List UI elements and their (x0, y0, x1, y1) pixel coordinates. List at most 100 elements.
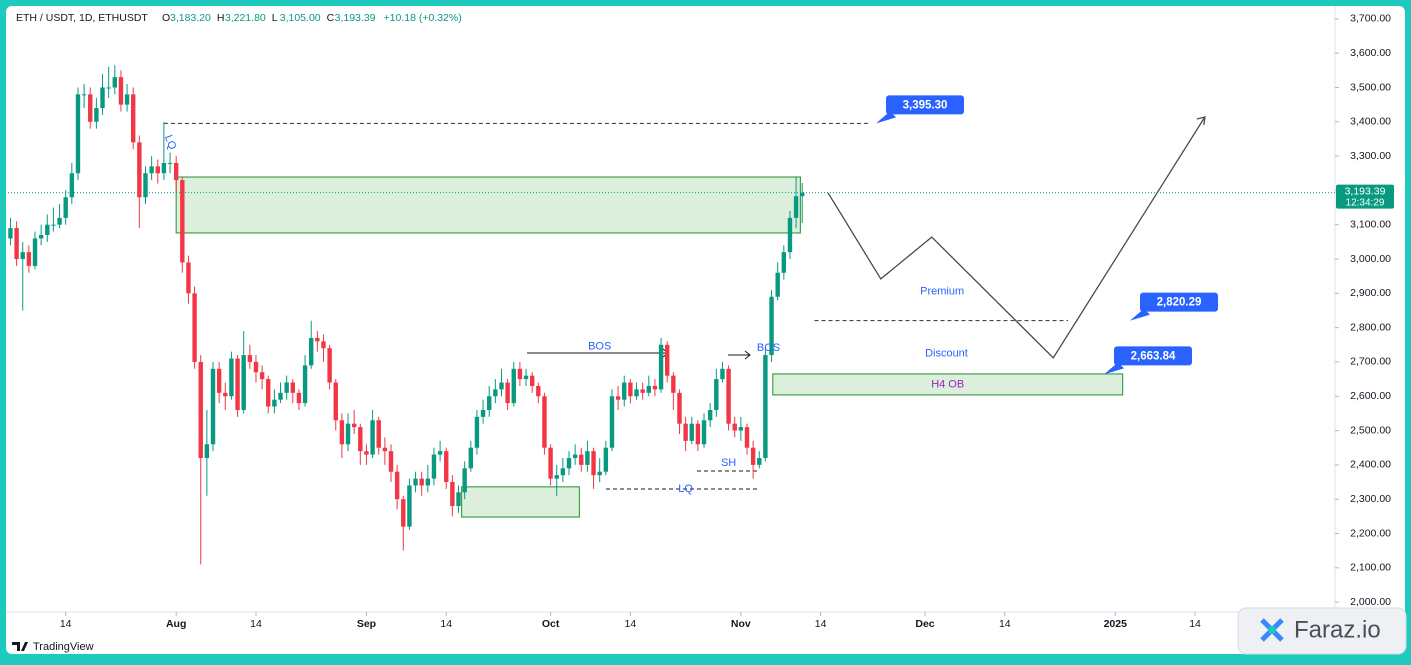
watermark-text: Faraz.io (1294, 616, 1381, 643)
candle-body (757, 458, 762, 465)
candle-body (167, 162, 173, 164)
candle-body (726, 368, 731, 424)
x-tick-label: Sep (357, 618, 376, 630)
candle-body (523, 375, 529, 380)
callout-box (1140, 292, 1218, 312)
candle-body (253, 361, 259, 373)
candle-body (536, 385, 541, 397)
candle-body (572, 454, 578, 459)
x-tick-label: 14 (250, 618, 262, 630)
ohlc-value: 3,221.80 (225, 12, 266, 24)
tradingview-logo: TradingView (12, 641, 94, 653)
y-tick-label: 2,100.00 (1350, 562, 1391, 574)
annotation: SH (721, 457, 736, 469)
projection-path (827, 116, 1206, 359)
ohlc-label: H (217, 12, 225, 24)
candle-body (413, 478, 418, 486)
x-tick-label: 14 (625, 618, 637, 630)
candle-body (339, 420, 345, 445)
candle-body (358, 427, 363, 452)
candle-body (376, 420, 381, 448)
y-tick-label: 2,700.00 (1350, 356, 1391, 368)
change: +10.18 (+0.32%) (384, 12, 462, 24)
candle-body (118, 77, 124, 105)
candle-body (450, 482, 455, 507)
candle-body (137, 142, 142, 198)
candle-body (732, 423, 737, 431)
y-tick-label: 2,500.00 (1350, 424, 1391, 436)
annotation: BOS (588, 340, 611, 352)
annotation: LQ (162, 133, 178, 151)
candle-body (57, 217, 62, 225)
candle-body (640, 389, 645, 393)
candle-body (382, 447, 388, 452)
candle-body (63, 197, 68, 218)
candle-body (517, 368, 523, 380)
watermark-dot (1268, 626, 1276, 634)
candle-body (124, 94, 130, 105)
candle-body (69, 173, 75, 198)
x-tick-label: 14 (60, 618, 72, 630)
price-callout: 2,820.29 (1130, 292, 1218, 321)
header: ETH / USDT, 1D, ETHUSDT O 3,183.20 H 3,221.… (16, 12, 462, 24)
y-tick-label: 3,500.00 (1350, 81, 1391, 93)
chart-background (6, 6, 1405, 654)
candle-body (272, 399, 277, 407)
candle-body (155, 166, 160, 174)
candle-body (474, 416, 480, 448)
candle-body (750, 447, 756, 465)
candle-body (720, 368, 725, 380)
candle-body (38, 235, 44, 239)
candle-body (505, 382, 510, 404)
candle-body (800, 192, 805, 197)
symbol: ETH / USDT, 1D, ETHUSDT (16, 12, 148, 24)
candle-body (738, 427, 744, 431)
y-tick-label: 2,200.00 (1350, 527, 1391, 539)
candle-body (707, 409, 713, 421)
annotation: LQ (678, 483, 693, 495)
candle-body (394, 471, 400, 500)
candle-body (290, 382, 295, 393)
callout-box (886, 95, 964, 115)
y-tick-label: 3,700.00 (1350, 13, 1391, 25)
candle-body (364, 451, 369, 455)
y-tick-label: 2,300.00 (1350, 493, 1391, 505)
candle-body (658, 344, 664, 390)
candle-body (401, 499, 406, 527)
candle-body (425, 478, 431, 486)
candle-body (315, 337, 320, 342)
candle-body (585, 451, 590, 465)
candle-body (186, 262, 191, 294)
candle-body (419, 478, 424, 486)
candle-body (634, 389, 639, 397)
candle-body (628, 382, 633, 397)
x-tick-label: 14 (815, 618, 827, 630)
y-tick-label: 3,300.00 (1350, 150, 1391, 162)
y-tick-label: 2,900.00 (1350, 287, 1391, 299)
candle-body (695, 423, 701, 445)
zone (772, 373, 1124, 396)
ohlc-label: C (327, 12, 335, 24)
candle-body (229, 358, 234, 397)
candle-body (180, 180, 185, 263)
candle-body (173, 162, 179, 181)
candle-body (787, 217, 793, 253)
x-tick-label: Nov (731, 618, 751, 630)
candle-body (204, 444, 210, 459)
x-tick-label: Oct (542, 618, 560, 630)
x-tick-label: 14 (999, 618, 1011, 630)
candle-body (566, 458, 572, 469)
price-callout: 2,663.84 (1104, 346, 1192, 375)
candle-body (769, 296, 774, 356)
candle-body (554, 475, 559, 479)
candle-body (487, 396, 492, 410)
candle-body (8, 228, 13, 239)
candle-body (278, 392, 283, 400)
candle-body (14, 228, 19, 260)
candle-body (161, 162, 167, 174)
candle-body (646, 385, 651, 393)
candle-body (480, 409, 486, 417)
candle-body (88, 94, 93, 122)
candle-body (437, 451, 443, 455)
